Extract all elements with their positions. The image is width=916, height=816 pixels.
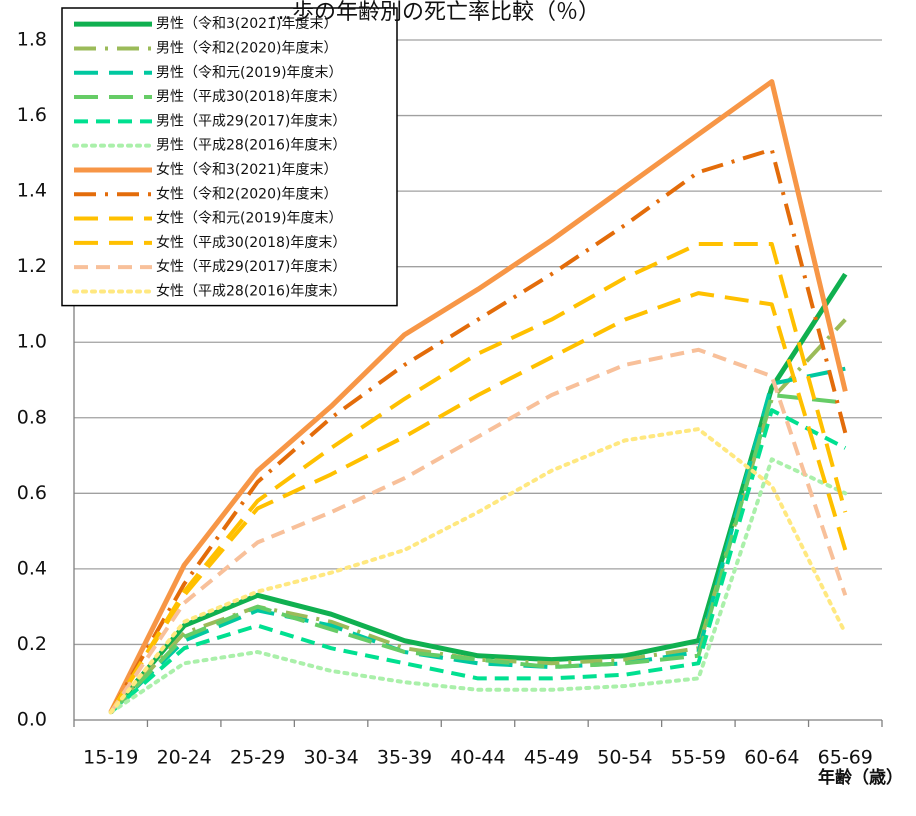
legend-box xyxy=(61,7,398,307)
series-line xyxy=(109,408,847,714)
x-tick-label: 55-59 xyxy=(671,747,726,769)
legend-label: 女性（平成30(2018)年度末） xyxy=(156,234,346,251)
y-tick-label: 1.6 xyxy=(17,104,47,126)
series-line xyxy=(108,242,848,714)
x-tick-label: 45-49 xyxy=(524,747,579,769)
x-tick-label: 20-24 xyxy=(157,747,212,769)
legend-label: 男性（平成28(2016)年度末） xyxy=(156,138,346,154)
axes: 0.0 0.2 0.4 0.6 0.8 1.0 1.2 1.4 1.6 1.8 15-19 20-24… xyxy=(17,29,883,769)
x-tick-label: 60-64 xyxy=(744,747,799,769)
legend-label: 男性（令和元(2019)年度末） xyxy=(156,65,343,81)
series-line xyxy=(108,272,848,715)
x-tick-label: 50-54 xyxy=(597,747,652,769)
series-line xyxy=(108,427,848,715)
legend-label: 男性（令和3(2021)年度末） xyxy=(156,16,337,32)
x-tick-label: 15-19 xyxy=(83,747,138,769)
y-tick-label: 0.6 xyxy=(17,482,47,504)
x-tick-label: 40-44 xyxy=(450,747,505,769)
series-line xyxy=(109,291,848,714)
x-tick-label: 25-29 xyxy=(230,747,285,769)
series-lines xyxy=(108,79,848,715)
x-tick-label: 30-34 xyxy=(303,747,358,769)
y-tick-label: 0.0 xyxy=(17,709,47,731)
legend-label: 女性（平成28(2016)年度末） xyxy=(156,282,346,299)
x-tick-label: 65-69 xyxy=(818,747,873,769)
series-line xyxy=(108,457,848,715)
legend-label: 女性（令和元(2019)年度末） xyxy=(156,210,343,227)
legend-label: 女性（令和3(2021)年度末） xyxy=(156,161,337,178)
legend-label: 男性（平成30(2018)年度末） xyxy=(156,89,346,105)
y-tick-label: 1.4 xyxy=(17,180,47,202)
x-tick-label: 35-39 xyxy=(377,747,432,769)
series-line xyxy=(108,79,848,714)
legend: 男性（令和3(2021)年度末） 男性（令和2(2020)年度末） 男性（令和元(2… xyxy=(61,7,398,307)
x-axis-label: 年齢（歳） xyxy=(818,767,903,788)
legend-label: 女性（平成29(2017)年度末） xyxy=(156,258,346,275)
y-tick-label: 0.2 xyxy=(17,633,47,655)
legend-label: 女性（令和2(2020)年度末） xyxy=(156,185,337,202)
series-line xyxy=(108,147,848,714)
y-tick-label: 0.8 xyxy=(17,406,47,428)
legend-label: 男性（平成29(2017)年度末） xyxy=(156,113,346,129)
y-tick-label: 0.4 xyxy=(17,557,47,579)
series-line xyxy=(109,347,848,714)
y-tick-label: 1.0 xyxy=(17,331,47,353)
y-tick-label: 1.2 xyxy=(17,255,47,277)
legend-label: 男性（令和2(2020)年度末） xyxy=(156,40,337,56)
series-line xyxy=(109,366,846,714)
y-tick-label: 1.8 xyxy=(17,29,47,51)
series-line xyxy=(109,393,846,714)
chart-title: …歩の年齢別の死亡率比較（％） xyxy=(270,0,600,25)
